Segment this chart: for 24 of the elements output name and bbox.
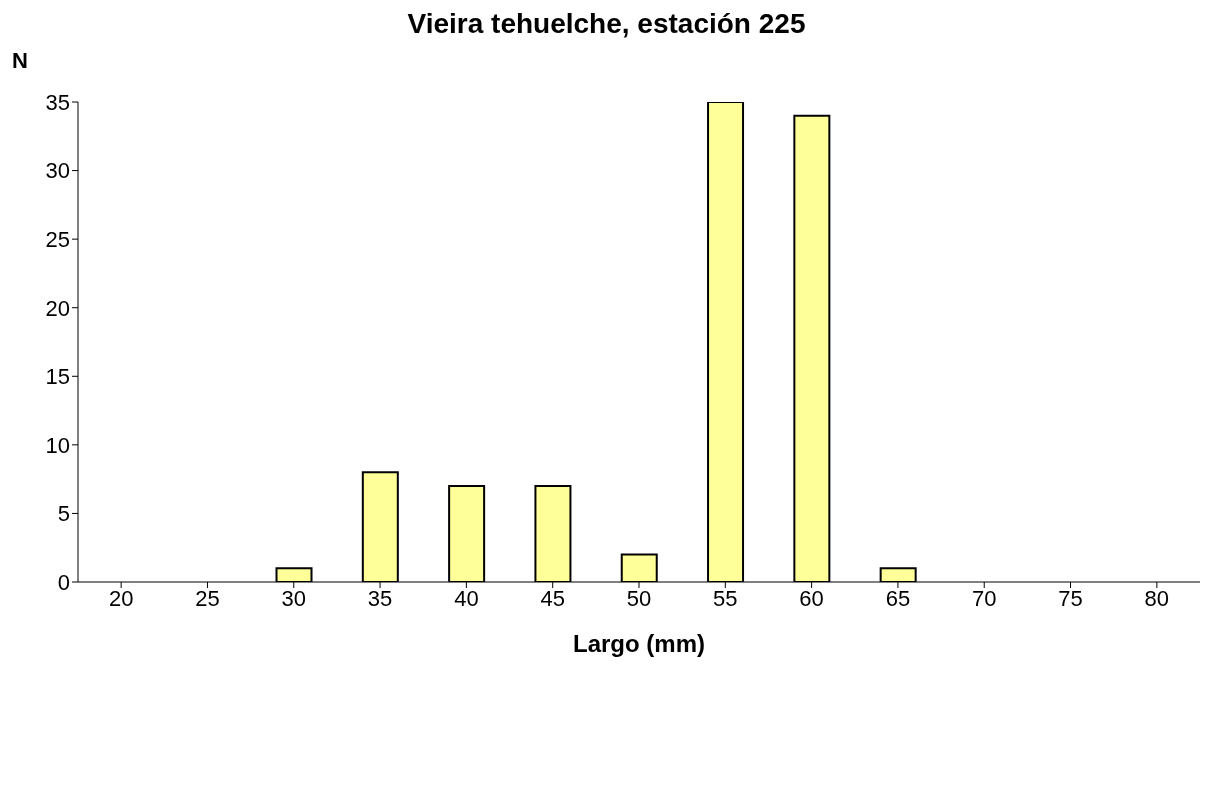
x-tick-label: 25 [195,585,220,611]
y-tick-label: 15 [45,364,70,390]
y-tick-label: 10 [45,432,70,458]
x-tick-label: 55 [713,585,738,611]
x-tick-label: 45 [540,585,565,611]
x-tick-label: 80 [1144,585,1170,611]
x-tick-label: 65 [885,585,911,611]
y-axis-title: N [12,48,28,74]
x-tick-label: 70 [971,585,997,611]
y-tick-label: 35 [45,89,70,115]
chart-title: Vieira tehuelche, estación 225 [406,8,807,41]
y-tick-label: 20 [45,295,70,321]
y-tick-label: 0 [57,569,70,595]
y-tick-label: 25 [45,226,70,252]
x-tick-label: 75 [1058,585,1083,611]
x-tick-label: 30 [281,585,307,611]
y-tick-label: 5 [57,501,70,527]
y-tick-label: 30 [45,158,70,184]
x-tick-label: 20 [108,585,134,611]
x-axis-title: Largo (mm) [573,630,705,657]
x-tick-label: 60 [799,585,824,611]
x-tick-label: 40 [454,585,479,611]
x-tick-label: 50 [626,585,652,611]
x-tick-label: 35 [367,585,393,611]
